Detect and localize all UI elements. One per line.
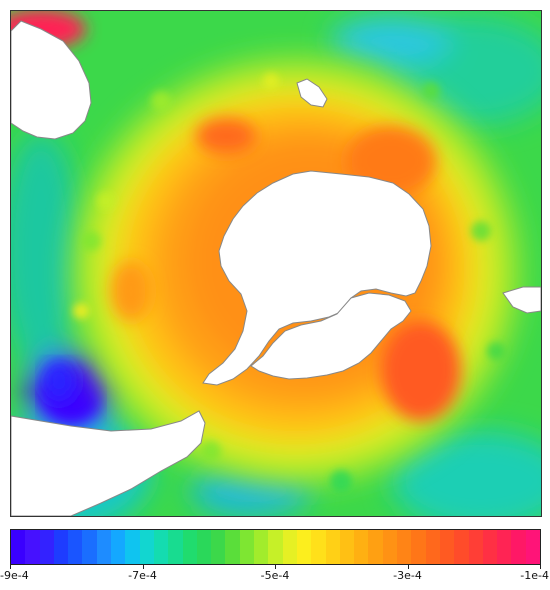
eddy-10	[201, 441, 221, 461]
colorbar-swatch	[268, 530, 283, 564]
colorbar-swatch	[397, 530, 412, 564]
colorbar-tick-label: -9e-4	[0, 569, 29, 582]
colorbar-swatch	[225, 530, 240, 564]
colorbar-swatch	[354, 530, 369, 564]
colorbar-swatch	[339, 530, 355, 564]
colorbar-swatch	[425, 530, 440, 564]
colorbar-swatch	[11, 530, 26, 564]
eddy-7	[151, 91, 171, 111]
map-panel	[10, 10, 542, 517]
warm-patch-w	[111, 261, 151, 321]
colorbar-swatch	[368, 530, 383, 564]
colorbar-swatch	[454, 530, 469, 564]
colorbar-swatch	[254, 530, 269, 564]
ocean-blue-patch	[43, 361, 75, 401]
eddy-2	[97, 192, 115, 210]
colorbar-swatch	[482, 530, 498, 564]
colorbar-tick-label: -5e-4	[260, 569, 290, 582]
antarctica	[202, 170, 432, 386]
colorbar-swatch	[525, 530, 540, 564]
colorbar-tick-label: -7e-4	[128, 569, 157, 582]
island-north	[296, 78, 328, 108]
colorbar-swatch	[139, 530, 154, 564]
colorbar-tick	[407, 564, 409, 569]
colorbar-swatch	[125, 530, 140, 564]
colorbar-swatch	[296, 530, 312, 564]
colorbar-swatch	[53, 530, 69, 564]
colorbar-swatch	[168, 530, 183, 564]
colorbar-swatch	[325, 530, 340, 564]
eddy-3	[73, 303, 89, 319]
colorbar-swatch	[25, 530, 40, 564]
ocean-cyan-w	[11, 131, 81, 371]
colorbar-swatch	[153, 530, 169, 564]
polar-map	[11, 11, 541, 516]
ocean-cyan-se	[391, 431, 541, 516]
colorbar	[10, 529, 541, 565]
eddy-1	[81, 231, 101, 251]
colorbar-swatch	[439, 530, 455, 564]
hot-spot-n	[196, 118, 256, 154]
eddy-9	[263, 73, 279, 89]
eddy-4	[471, 221, 491, 241]
colorbar-swatch	[211, 530, 226, 564]
colorbar-tick-label: -3e-4	[393, 569, 422, 582]
colorbar-swatch	[239, 530, 255, 564]
ocean-cyan-n	[331, 16, 451, 66]
south-america	[11, 20, 92, 140]
australia-fragment	[502, 286, 541, 314]
colorbar-swatch	[311, 530, 326, 564]
hot-spot-se	[381, 321, 461, 421]
antarctic-shelf	[250, 292, 412, 380]
colorbar-tick	[275, 564, 276, 569]
colorbar-swatch	[511, 530, 526, 564]
africa	[11, 410, 206, 516]
colorbar-tick	[540, 564, 541, 569]
colorbar-tick-label: -1e-4	[520, 569, 549, 582]
colorbar-swatch	[282, 530, 297, 564]
colorbar-swatch	[382, 530, 398, 564]
colorbar-swatch	[497, 530, 512, 564]
eddy-8	[422, 82, 440, 100]
colorbar-swatch	[111, 530, 126, 564]
colorbar-swatch	[411, 530, 426, 564]
colorbar-swatch	[196, 530, 212, 564]
colorbar-swatch	[68, 530, 83, 564]
colorbar-swatch	[182, 530, 197, 564]
colorbar-tick	[142, 564, 144, 569]
colorbar-swatch	[39, 530, 54, 564]
colorbar-tick	[10, 564, 11, 569]
colorbar-swatch	[82, 530, 97, 564]
eddy-6	[330, 470, 352, 492]
land-masses	[11, 20, 541, 516]
eddy-5	[487, 342, 505, 360]
colorbar-swatch	[96, 530, 112, 564]
colorbar-swatch	[468, 530, 483, 564]
